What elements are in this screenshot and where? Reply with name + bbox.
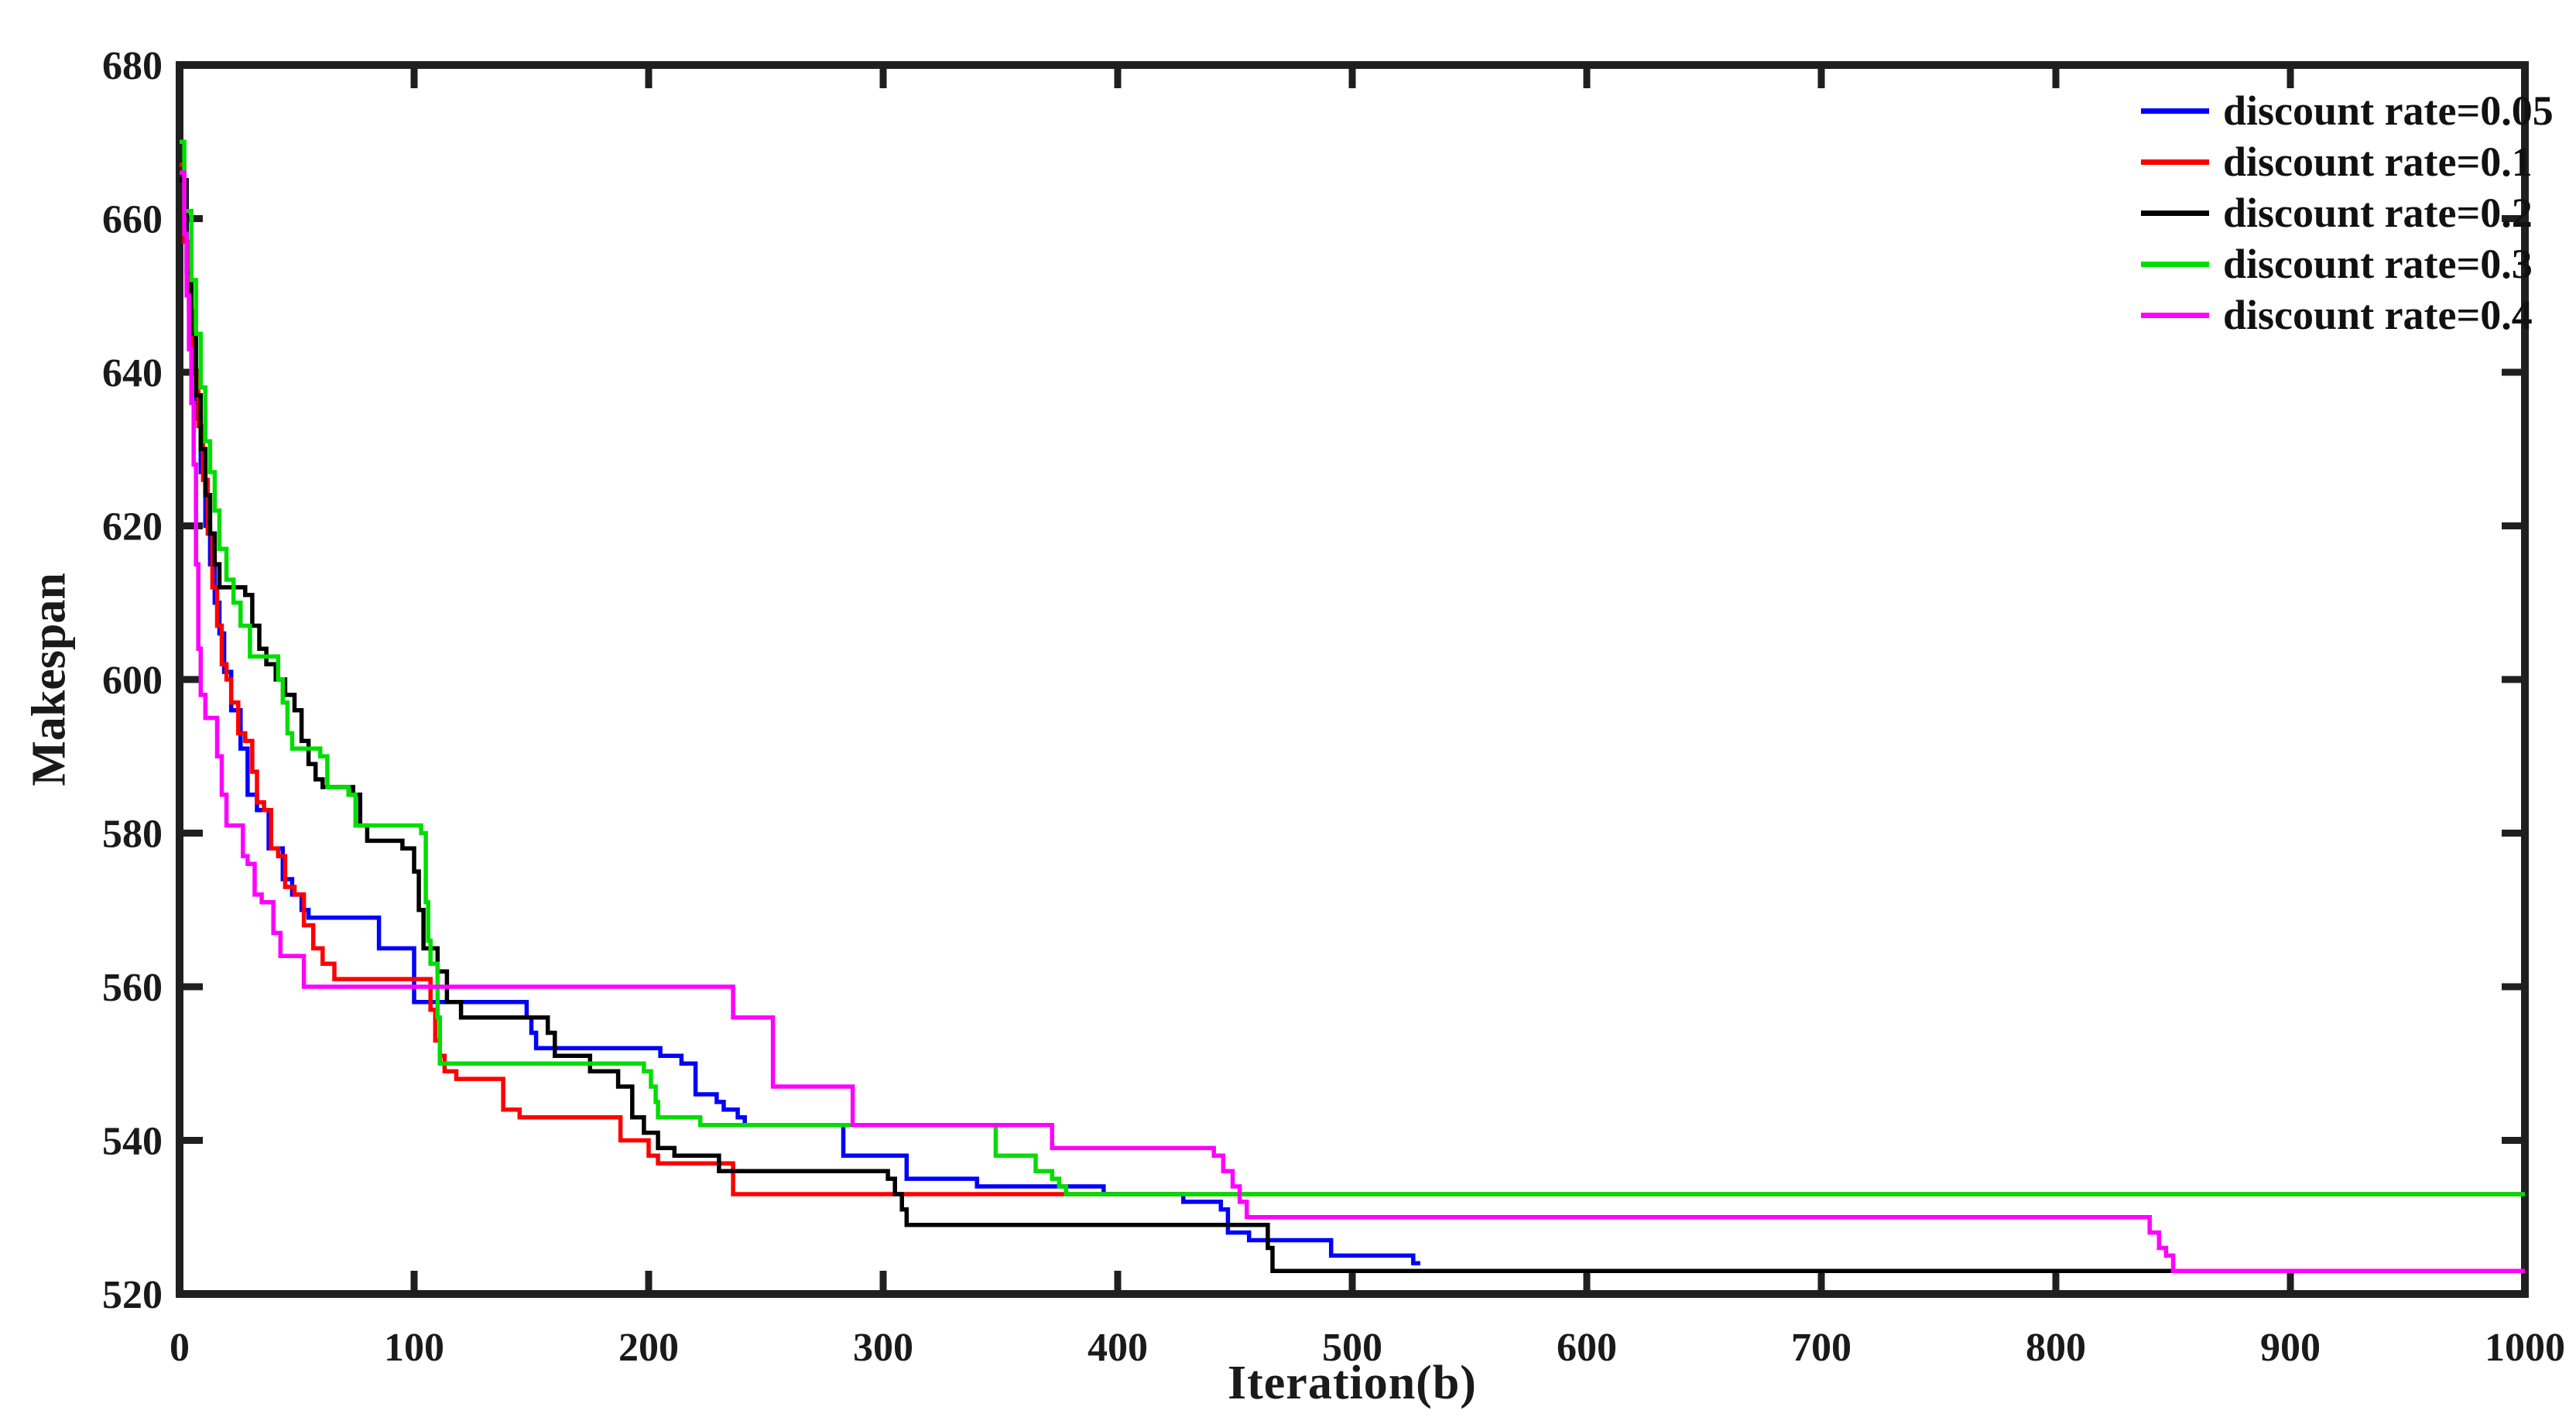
y-tick-label: 660 — [102, 198, 163, 242]
x-tick-label: 0 — [170, 1326, 190, 1370]
x-axis-title: Iteration(b) — [1228, 1357, 1477, 1409]
legend-entry-1: discount rate=0.1 — [2141, 136, 2554, 187]
y-tick-label: 680 — [102, 44, 163, 88]
series-rate-0.2 — [180, 178, 2525, 1273]
legend-line-sample — [2141, 312, 2209, 318]
x-tick-label: 900 — [2260, 1326, 2321, 1370]
legend-label: discount rate=0.1 — [2223, 139, 2533, 185]
legend-entry-4: discount rate=0.4 — [2141, 289, 2554, 341]
series-rate-0.05 — [180, 178, 1420, 1266]
x-tick-label: 600 — [1557, 1326, 1617, 1370]
legend-line-sample — [2141, 159, 2209, 165]
x-tick-label: 800 — [2026, 1326, 2086, 1370]
legend-label: discount rate=0.2 — [2223, 190, 2533, 236]
x-tick-label: 500 — [1322, 1326, 1382, 1370]
x-tick-label: 700 — [1791, 1326, 1852, 1370]
x-tick-label: 300 — [853, 1326, 913, 1370]
y-axis-title: Makespan — [22, 573, 76, 786]
x-tick-label: 400 — [1088, 1326, 1148, 1370]
legend-entry-3: discount rate=0.3 — [2141, 238, 2554, 289]
series-rate-0.3 — [180, 139, 2525, 1196]
x-tick-label: 200 — [618, 1326, 679, 1370]
y-tick-label: 540 — [102, 1120, 163, 1164]
y-tick-label: 560 — [102, 966, 163, 1010]
legend-label: discount rate=0.3 — [2223, 241, 2533, 287]
y-tick-label: 620 — [102, 505, 163, 549]
y-tick-label: 580 — [102, 813, 163, 857]
series-rate-0.4 — [180, 170, 2525, 1273]
legend: discount rate=0.05 discount rate=0.1 disco… — [2141, 85, 2554, 341]
y-tick-label: 520 — [102, 1273, 163, 1317]
legend-label: discount rate=0.4 — [2223, 292, 2533, 338]
legend-line-sample — [2141, 108, 2209, 114]
legend-line-sample — [2141, 261, 2209, 267]
y-tick-label: 640 — [102, 351, 163, 395]
legend-entry-2: discount rate=0.2 — [2141, 187, 2554, 238]
legend-label: discount rate=0.05 — [2223, 87, 2554, 134]
legend-line-sample — [2141, 210, 2209, 216]
x-tick-label: 100 — [384, 1326, 444, 1370]
x-tick-label: 1000 — [2485, 1326, 2565, 1370]
y-tick-label: 600 — [102, 659, 163, 703]
legend-entry-0: discount rate=0.05 — [2141, 85, 2554, 136]
series-rate-0.1 — [180, 163, 2525, 1196]
